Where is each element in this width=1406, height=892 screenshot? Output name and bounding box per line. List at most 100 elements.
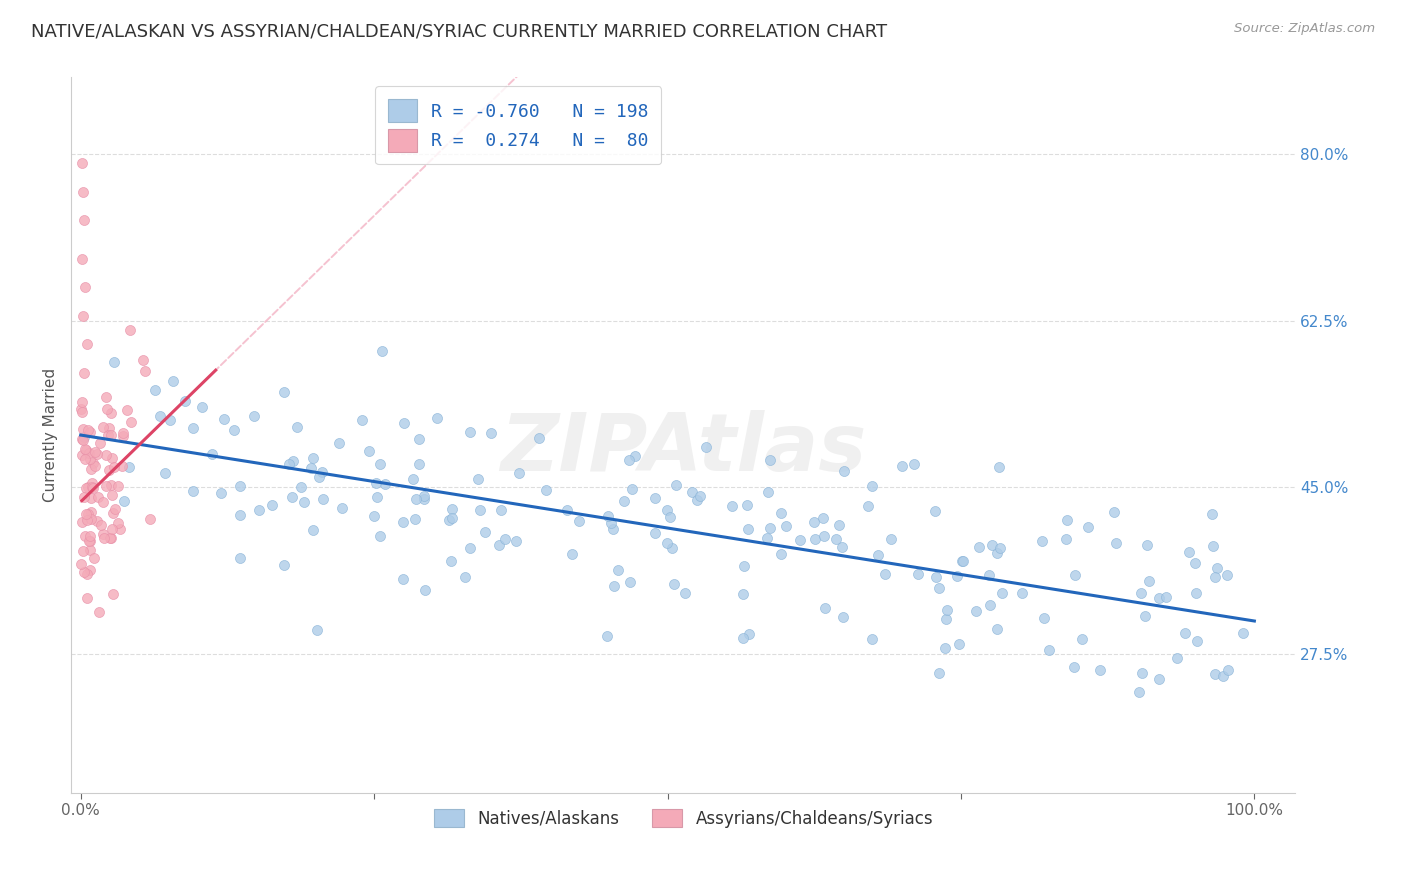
Point (70, 402, 93, 417)
Point (408, 458, 430, 472)
Point (70, 557, 93, 571)
Point (229, 551, 252, 566)
Point (481, 425, 503, 440)
Point (90, 518, 112, 533)
Point (814, 601, 837, 615)
Point (281, 454, 304, 468)
Point (308, 470, 330, 484)
Point (86, 514, 108, 528)
Point (1038, 643, 1060, 657)
Point (988, 541, 1011, 555)
Point (561, 547, 583, 561)
Point (880, 532, 903, 546)
Point (80, 462, 103, 476)
Point (79, 425, 101, 439)
Point (1129, 586, 1152, 600)
Point (934, 640, 956, 655)
Point (91, 495, 114, 509)
Point (803, 515, 825, 529)
Legend: Natives/Alaskans, Assyrians/Chaldeans/Syriacs: Natives/Alaskans, Assyrians/Chaldeans/Sy… (427, 803, 939, 834)
Point (79, 533, 101, 548)
Point (413, 582, 436, 597)
Point (70, 432, 93, 446)
Point (986, 545, 1008, 559)
Point (661, 541, 683, 556)
Point (292, 494, 315, 508)
Point (118, 323, 141, 337)
Point (598, 509, 620, 524)
Point (76, 513, 98, 527)
Point (214, 411, 236, 425)
Point (925, 570, 948, 584)
Point (924, 504, 946, 518)
Point (86, 447, 108, 461)
Point (1056, 513, 1078, 527)
Point (555, 502, 578, 516)
Point (162, 374, 184, 388)
Point (1054, 532, 1077, 546)
Point (832, 464, 855, 478)
Point (681, 484, 703, 499)
Point (305, 623, 328, 637)
Point (775, 519, 797, 533)
Point (969, 541, 991, 555)
Point (101, 522, 124, 536)
Point (77, 446, 100, 460)
Point (832, 610, 855, 624)
Point (370, 344, 392, 359)
Point (368, 529, 391, 543)
Point (73, 366, 96, 380)
Point (458, 425, 481, 440)
Point (75, 280, 97, 294)
Point (173, 394, 195, 409)
Point (72, 491, 94, 505)
Point (1147, 591, 1170, 606)
Point (247, 502, 270, 516)
Point (132, 352, 155, 367)
Point (111, 458, 134, 473)
Point (405, 492, 427, 507)
Point (98, 421, 121, 435)
Point (1104, 536, 1126, 550)
Point (392, 515, 415, 529)
Point (595, 629, 617, 643)
Point (72, 185, 94, 199)
Point (404, 512, 426, 526)
Point (856, 499, 879, 513)
Point (134, 364, 156, 378)
Point (488, 538, 510, 552)
Y-axis label: Currently Married: Currently Married (44, 368, 58, 502)
Point (1232, 626, 1254, 640)
Point (665, 478, 688, 492)
Point (328, 436, 350, 450)
Point (273, 384, 295, 399)
Point (1090, 663, 1112, 677)
Point (623, 450, 645, 464)
Point (454, 570, 477, 584)
Point (97, 428, 120, 442)
Point (1063, 659, 1085, 673)
Point (607, 563, 630, 577)
Point (738, 627, 761, 641)
Point (875, 567, 897, 582)
Point (737, 499, 759, 513)
Point (903, 458, 925, 472)
Point (91, 419, 114, 434)
Point (101, 587, 124, 601)
Point (1136, 538, 1159, 552)
Point (72, 544, 94, 558)
Text: ZIPAtlas: ZIPAtlas (501, 410, 866, 488)
Point (311, 465, 333, 479)
Point (1077, 520, 1099, 534)
Point (991, 586, 1014, 600)
Point (1184, 556, 1206, 570)
Point (1204, 666, 1226, 681)
Point (673, 586, 696, 600)
Point (945, 569, 967, 583)
Point (467, 472, 489, 486)
Point (758, 452, 780, 467)
Point (243, 409, 266, 423)
Point (441, 511, 464, 525)
Point (770, 547, 793, 561)
Point (87, 490, 110, 504)
